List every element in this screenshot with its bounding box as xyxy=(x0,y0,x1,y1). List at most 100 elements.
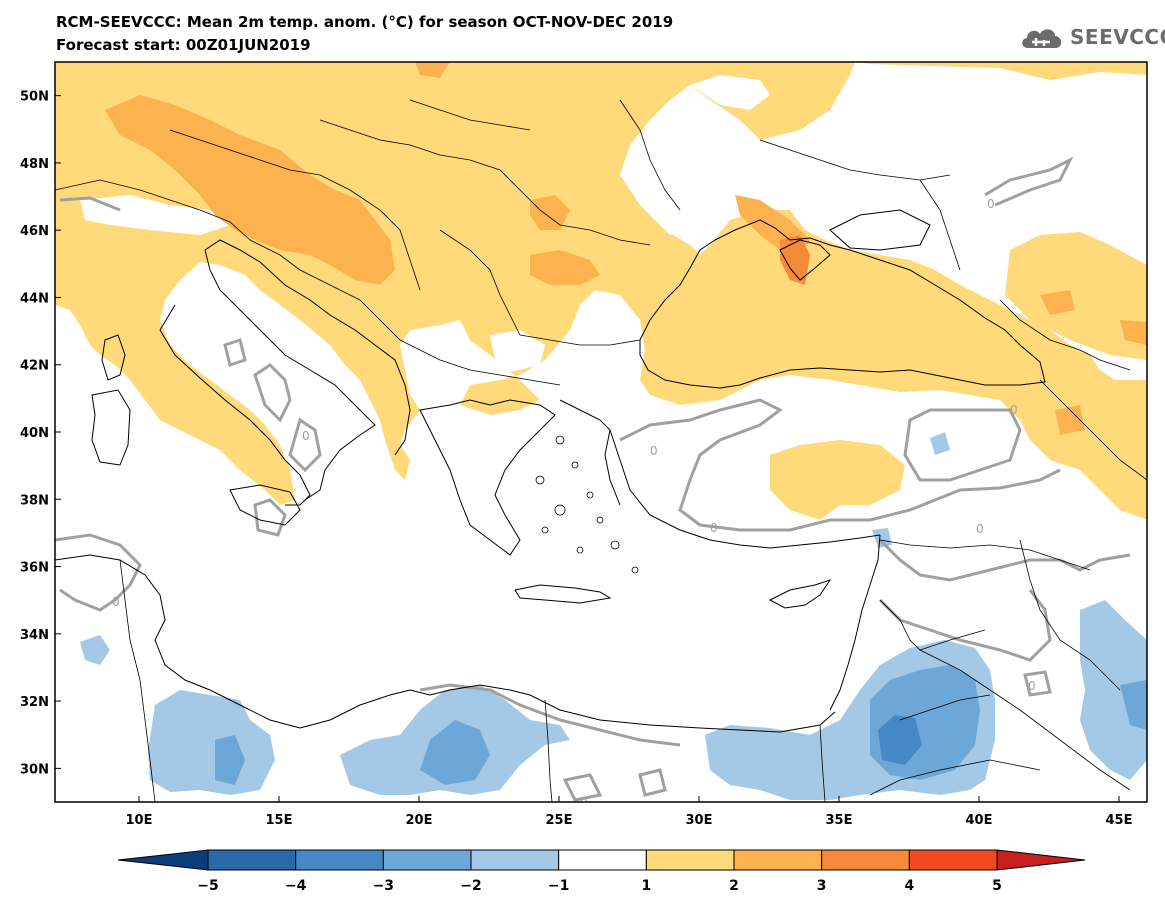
lat-tick-label: 44N xyxy=(20,291,49,306)
colorbar-tick-label: 2 xyxy=(729,878,739,894)
azov-coast xyxy=(829,209,931,251)
lat-tick-label: 46N xyxy=(20,224,49,239)
colorbar-tick-label: −1 xyxy=(548,878,569,894)
anomaly-field: 0 0 0 0 0 0 0 0 0 xyxy=(55,62,1147,802)
colorbar-bin xyxy=(908,849,998,871)
anomaly-region-2to3-alps xyxy=(105,95,395,285)
colorbar-bin xyxy=(733,849,823,871)
contour-label: 0 xyxy=(112,595,120,609)
zero-contours xyxy=(55,156,1131,802)
anomaly-region-2to3-caucasus xyxy=(1040,290,1075,315)
colorbar-tick-label: 5 xyxy=(992,878,1002,894)
colorbar-extend-high xyxy=(996,849,1086,871)
lat-tick-label: 36N xyxy=(20,561,49,576)
lat-tick-label: 30N xyxy=(20,762,49,777)
lat-tick-label: 50N xyxy=(20,90,49,105)
anomaly-region-cold-iraq xyxy=(1080,600,1147,780)
anomaly-region-cold-tunisia xyxy=(80,635,110,665)
anomaly-region-cold-levant-core xyxy=(878,715,922,765)
logo-text: SEEVCCC xyxy=(1070,25,1165,49)
adriatic-coast xyxy=(204,239,411,456)
anomaly-region-cold-libya-core xyxy=(215,735,245,785)
contour-label: 0 xyxy=(1028,679,1036,693)
sardinia-coast xyxy=(91,389,131,466)
colorbar: −5 −4 −3 −2 −1 1 2 3 4 5 xyxy=(117,849,1086,894)
anomaly-region-cold-syria xyxy=(872,528,892,548)
lat-tick-label: 34N xyxy=(20,628,49,643)
colorbar-tick-label: 1 xyxy=(641,878,651,894)
anomaly-region-2to3-crimea xyxy=(780,235,810,285)
greece-coast xyxy=(419,399,556,556)
cyprus-coast xyxy=(768,579,832,609)
contour-label: 0 xyxy=(710,521,718,535)
colorbar-bin xyxy=(558,849,647,871)
lon-tick-label: 20E xyxy=(406,813,433,828)
political-borders xyxy=(55,99,1147,802)
coastlines xyxy=(55,209,1046,733)
map-title: RCM-SEEVCCC: Mean 2m temp. anom. (°C) fo… xyxy=(56,13,674,31)
lat-tick-label: 40N xyxy=(20,426,49,441)
anomaly-region-2to3-east xyxy=(1120,320,1147,345)
anomaly-region-warm-anatolia xyxy=(770,440,905,520)
colorbar-bin xyxy=(207,849,297,871)
longitude-axis: 10E 15E 20E 25E 30E 35E 40E 45E xyxy=(126,796,1133,828)
anomaly-region-cold-iraq-core xyxy=(1120,680,1147,730)
colorbar-tick-label: −3 xyxy=(373,878,394,894)
neutral-hole-2 xyxy=(690,75,770,110)
cloud-icon xyxy=(1022,29,1062,48)
lon-tick-label: 40E xyxy=(966,813,993,828)
crimea-coast xyxy=(779,239,831,281)
lon-tick-label: 15E xyxy=(266,813,293,828)
lon-tick-label: 25E xyxy=(546,813,573,828)
contour-labels: 0 0 0 0 0 0 0 0 0 xyxy=(112,197,1036,802)
colorbar-tick-label: −5 xyxy=(197,878,218,894)
lon-tick-label: 45E xyxy=(1106,813,1133,828)
anomaly-region-2to3-armenia xyxy=(1055,405,1085,435)
lon-tick-label: 30E xyxy=(686,813,713,828)
sicily-coast xyxy=(229,484,301,526)
neutral-hole-3 xyxy=(490,330,545,372)
anomaly-region-warm-east xyxy=(1005,232,1147,360)
turkey-west-coast xyxy=(559,399,621,506)
colorbar-tick-label: 4 xyxy=(904,878,914,894)
lat-tick-label: 32N xyxy=(20,695,49,710)
forecast-start: Forecast start: 00Z01JUN2019 xyxy=(56,36,311,54)
neutral-hole-4 xyxy=(80,195,230,235)
lat-tick-label: 48N xyxy=(20,157,49,172)
colorbar-tick-label: −4 xyxy=(285,878,307,894)
contour-label: 0 xyxy=(650,444,658,458)
colorbar-bin xyxy=(382,849,472,871)
crete-coast xyxy=(514,584,612,604)
italy-east-coast xyxy=(204,249,376,501)
turkey-south-coast xyxy=(609,429,881,549)
anomaly-region-warm-europe xyxy=(55,62,1147,520)
black-sea-coast xyxy=(639,219,1046,389)
anomaly-region-2to3-north xyxy=(415,62,450,78)
contour-label: 0 xyxy=(1010,403,1018,417)
seevccc-logo: SEEVCCC xyxy=(1018,22,1165,52)
lat-tick-label: 38N xyxy=(20,493,49,508)
anomaly-region-2to3-moldova xyxy=(530,195,570,230)
lat-tick-label: 42N xyxy=(20,359,49,374)
levant-coast xyxy=(829,534,881,711)
colorbar-tick-label: −2 xyxy=(460,878,481,894)
anomaly-region-2to3-romania xyxy=(530,250,600,285)
aegean-islands xyxy=(535,435,639,574)
anomaly-region-cold-egypt-core xyxy=(420,720,490,785)
contour-label: 0 xyxy=(302,429,310,443)
colorbar-extend-low xyxy=(117,849,209,871)
colorbar-bin xyxy=(295,849,384,871)
lon-tick-label: 10E xyxy=(126,813,153,828)
colorbar-bin xyxy=(470,849,560,871)
anomaly-region-cold-libya xyxy=(148,690,275,795)
latitude-axis: 50N 48N 46N 44N 42N 40N 38N 36N 34N 32N 30N xyxy=(20,90,61,777)
anomaly-region-cold-turkey-east xyxy=(930,432,950,455)
contour-label: 0 xyxy=(976,522,984,536)
corsica-coast xyxy=(101,334,126,381)
lon-tick-label: 35E xyxy=(826,813,853,828)
italy-west-coast xyxy=(159,304,311,506)
contour-label: 0 xyxy=(987,197,995,211)
north-africa-coast xyxy=(55,554,836,733)
colorbar-bin xyxy=(821,849,910,871)
colorbar-bin xyxy=(645,849,735,871)
